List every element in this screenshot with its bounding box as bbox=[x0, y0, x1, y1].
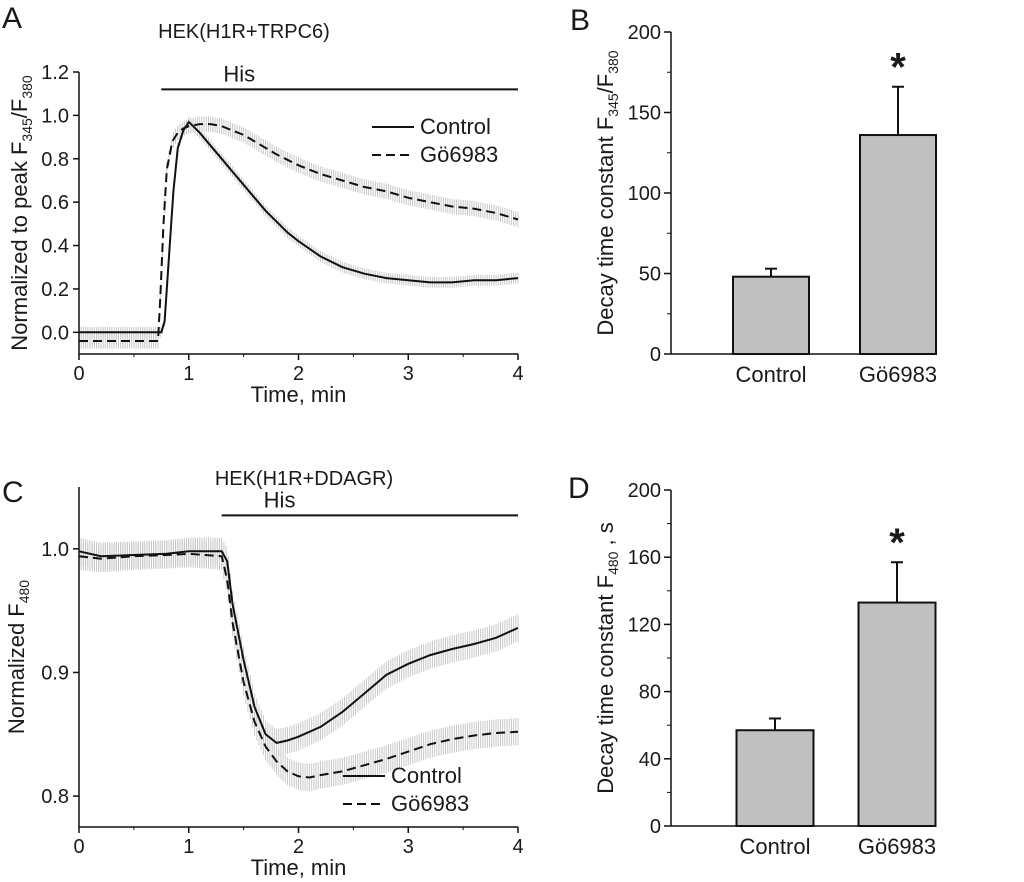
y-tick-label: 150 bbox=[628, 103, 661, 125]
x-tick-label: 2 bbox=[293, 836, 304, 858]
panel-c: C HEK(H1R+DDAGR) 0 1 2 3 4 0.8 0.9 1.0 Time, min No… bbox=[2, 468, 524, 880]
y-tick-label: 120 bbox=[628, 614, 661, 636]
panel-letter: A bbox=[2, 2, 22, 35]
y-tick-label: 0.4 bbox=[41, 236, 69, 258]
bar-go6983 bbox=[857, 601, 937, 827]
bar-go6983 bbox=[859, 134, 937, 355]
ylabel-separator: /F bbox=[7, 99, 32, 119]
panel-a: A HEK(H1R+TRPC6) 0 1 2 3 4 0.0 0.2 0.4 0.6 0.8 1.0 1.… bbox=[2, 2, 524, 407]
stimulus-label: His bbox=[223, 61, 255, 86]
y-tick-label: 0 bbox=[650, 344, 661, 366]
bar-control bbox=[732, 275, 810, 355]
y-tick-label: 200 bbox=[628, 480, 661, 502]
y-tick-label: 160 bbox=[628, 547, 661, 569]
ylabel-main: Decay time constant F bbox=[593, 117, 618, 336]
x-tick-label: 2 bbox=[293, 363, 304, 385]
x-tick-label: 0 bbox=[73, 836, 84, 858]
ylabel-subscript-2: 380 bbox=[19, 75, 35, 99]
chart-title: HEK(H1R+DDAGR) bbox=[215, 468, 393, 490]
y-tick-label: 0.8 bbox=[41, 786, 69, 808]
stimulus-label: His bbox=[264, 487, 296, 512]
error-bars-1 bbox=[78, 540, 519, 792]
y-tick-label: 0 bbox=[650, 816, 661, 838]
x-axis-label: Time, min bbox=[251, 855, 347, 880]
y-tick-label: 0.6 bbox=[41, 192, 69, 214]
significance-marker: * bbox=[890, 46, 906, 90]
ylabel-main: Decay time constant F bbox=[593, 575, 618, 794]
y-tick-label: 0.8 bbox=[41, 149, 69, 171]
y-tick-label: 200 bbox=[628, 22, 661, 44]
y-tick-label: 80 bbox=[639, 682, 661, 704]
ylabel-separator: , s bbox=[593, 522, 618, 551]
ylabel-subscript: 480 bbox=[16, 580, 32, 604]
bar-control bbox=[735, 729, 815, 827]
panel-letter: B bbox=[570, 4, 590, 37]
legend-label: Control bbox=[391, 763, 462, 788]
x-category-label: Control bbox=[736, 362, 807, 387]
panel-letter: C bbox=[2, 476, 24, 509]
series-line-go6983 bbox=[78, 552, 519, 779]
y-tick-label: 40 bbox=[639, 749, 661, 771]
x-tick-label: 1 bbox=[183, 836, 194, 858]
y-tick-label: 100 bbox=[628, 183, 661, 205]
error-bars-0 bbox=[78, 537, 519, 757]
y-axis-label: Normalized to peak F345/F380 bbox=[7, 75, 35, 351]
ylabel-subscript: 480 bbox=[605, 551, 621, 575]
ylabel-main: Normalized F bbox=[4, 603, 29, 734]
ylabel-separator: /F bbox=[593, 74, 618, 94]
y-tick-label: 1.2 bbox=[41, 62, 69, 84]
ylabel-subscript-2: 380 bbox=[605, 50, 621, 74]
x-axis-label: Time, min bbox=[251, 382, 347, 407]
y-tick-label: 50 bbox=[639, 264, 661, 286]
x-tick-label: 4 bbox=[512, 363, 523, 385]
panel-d: D 0 40 80 120 160 200 Control Gö6983 * Decay time … bbox=[568, 472, 937, 859]
x-category-label: Control bbox=[740, 834, 811, 859]
legend-label: Gö6983 bbox=[391, 791, 469, 816]
y-tick-label: 0.2 bbox=[41, 279, 69, 301]
y-axis-label: Decay time constant F480 , s bbox=[593, 522, 621, 794]
series-line-control bbox=[79, 120, 519, 334]
x-category-label: Gö6983 bbox=[859, 362, 937, 387]
x-category-label: Gö6983 bbox=[858, 834, 936, 859]
y-tick-label: 1.0 bbox=[41, 539, 69, 561]
x-tick-label: 4 bbox=[512, 836, 523, 858]
chart-title: HEK(H1R+TRPC6) bbox=[158, 21, 330, 43]
panel-b: B 0 50 100 150 200 Control Gö6983 * Decay time co… bbox=[570, 4, 937, 387]
x-tick-label: 3 bbox=[403, 836, 414, 858]
series-line-go6983 bbox=[79, 123, 519, 342]
ylabel-subscript: 345 bbox=[19, 118, 35, 142]
x-tick-label: 0 bbox=[73, 363, 84, 385]
ylabel-subscript: 345 bbox=[605, 93, 621, 117]
ylabel-main: Normalized to peak F bbox=[7, 142, 32, 351]
y-axis-label: Decay time constant F345/F380 bbox=[593, 50, 621, 335]
legend-label: Gö6983 bbox=[420, 142, 498, 167]
y-axis-label: Normalized F480 bbox=[4, 580, 32, 734]
x-tick-label: 3 bbox=[403, 363, 414, 385]
series-line-control bbox=[78, 550, 519, 744]
x-tick-label: 1 bbox=[183, 363, 194, 385]
y-tick-label: 0.9 bbox=[41, 662, 69, 684]
y-tick-label: 1.0 bbox=[41, 105, 69, 127]
panel-letter: D bbox=[568, 472, 590, 505]
significance-marker: * bbox=[889, 521, 905, 565]
legend-label: Control bbox=[420, 114, 491, 139]
y-tick-label: 0.0 bbox=[41, 322, 69, 344]
